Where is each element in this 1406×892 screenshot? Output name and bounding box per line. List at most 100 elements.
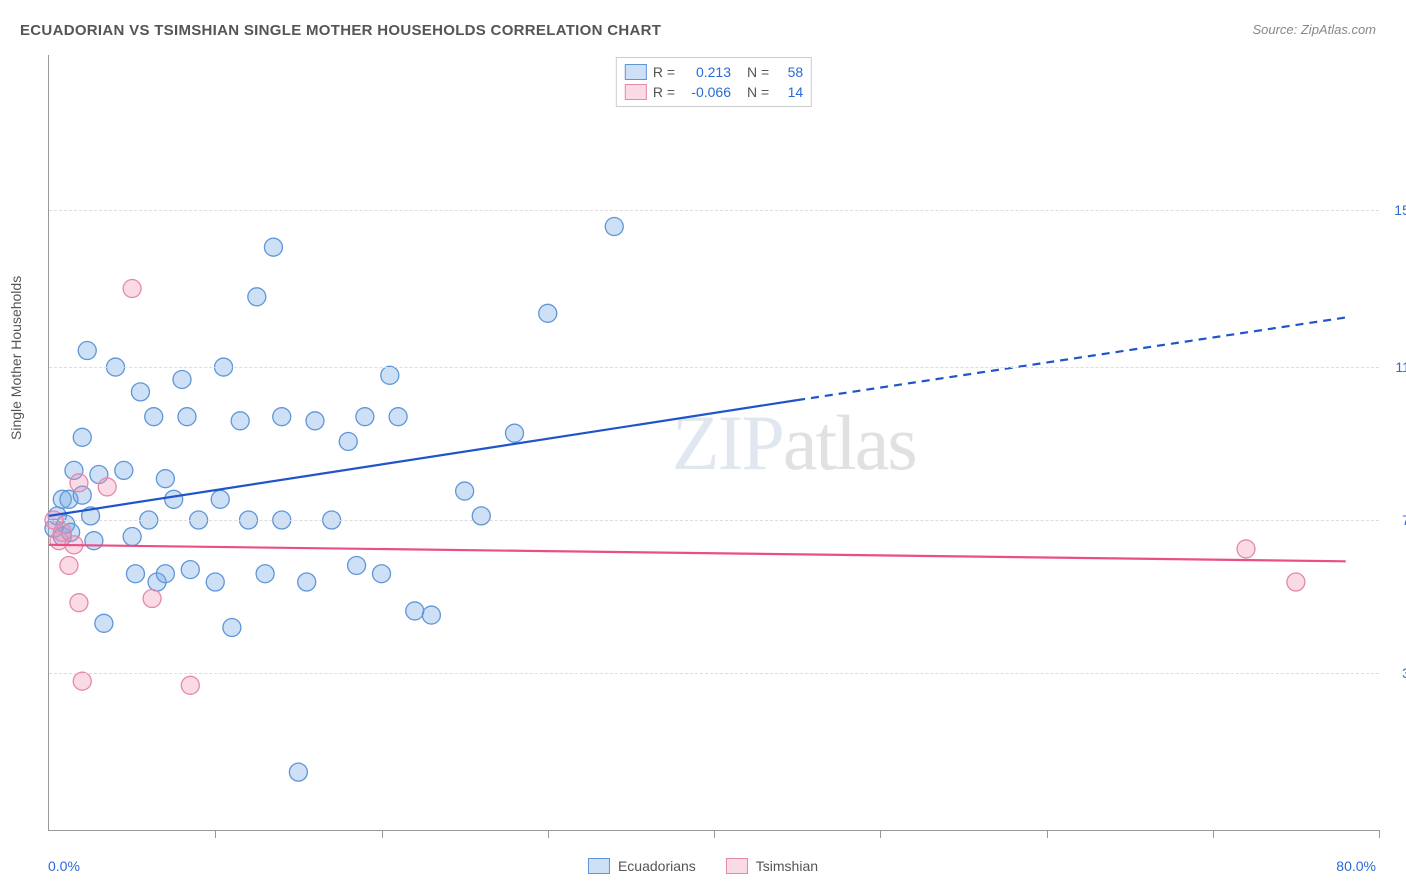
y-axis-title: Single Mother Households xyxy=(8,276,24,440)
data-point xyxy=(231,412,249,430)
data-point xyxy=(381,366,399,384)
x-tick xyxy=(1213,830,1214,838)
watermark: ZIPatlas xyxy=(672,398,916,488)
legend-swatch xyxy=(625,84,647,100)
data-point xyxy=(339,432,357,450)
data-point xyxy=(123,280,141,298)
data-point xyxy=(181,676,199,694)
trend-line xyxy=(49,545,1346,562)
data-point xyxy=(82,507,100,525)
data-point xyxy=(289,763,307,781)
data-point xyxy=(373,565,391,583)
x-tick xyxy=(1379,830,1380,838)
data-point xyxy=(156,565,174,583)
chart-svg xyxy=(49,55,1379,830)
data-point xyxy=(605,218,623,236)
legend-swatch xyxy=(588,858,610,874)
data-point xyxy=(406,602,424,620)
data-point xyxy=(57,515,75,533)
data-point xyxy=(131,383,149,401)
legend-stats-row: R = -0.066 N = 14 xyxy=(625,82,803,102)
data-point xyxy=(90,466,108,484)
trend-line-extrapolated xyxy=(797,317,1346,400)
data-point xyxy=(356,408,374,426)
data-point xyxy=(53,528,71,546)
legend-n-label: N = xyxy=(747,84,769,100)
data-point xyxy=(506,424,524,442)
legend-r-label: R = xyxy=(653,84,675,100)
y-tick-label: 11.2% xyxy=(1384,359,1406,375)
legend-n-value: 14 xyxy=(775,84,803,100)
data-point xyxy=(211,490,229,508)
data-point xyxy=(256,565,274,583)
legend-swatch xyxy=(625,64,647,80)
data-point xyxy=(73,672,91,690)
data-point xyxy=(60,556,78,574)
legend-series-label: Ecuadorians xyxy=(618,858,696,874)
data-point xyxy=(70,474,88,492)
legend-stats-row: R = 0.213 N = 58 xyxy=(625,62,803,82)
data-point xyxy=(472,507,490,525)
y-tick-label: 3.8% xyxy=(1384,665,1406,681)
data-point xyxy=(73,486,91,504)
legend-series-item: Ecuadorians xyxy=(588,858,696,874)
y-tick-label: 7.5% xyxy=(1384,512,1406,528)
legend-swatch xyxy=(726,858,748,874)
data-point xyxy=(298,573,316,591)
data-point xyxy=(422,606,440,624)
data-point xyxy=(348,556,366,574)
data-point xyxy=(264,238,282,256)
legend-r-value: 0.213 xyxy=(681,64,731,80)
gridline xyxy=(49,520,1379,521)
data-point xyxy=(53,523,71,541)
data-point xyxy=(389,408,407,426)
data-point xyxy=(98,478,116,496)
legend-series-label: Tsimshian xyxy=(756,858,818,874)
data-point xyxy=(53,490,71,508)
data-point xyxy=(165,490,183,508)
data-point xyxy=(65,461,83,479)
data-point xyxy=(85,532,103,550)
chart-source: Source: ZipAtlas.com xyxy=(1252,22,1376,37)
data-point xyxy=(60,490,78,508)
data-point xyxy=(50,532,68,550)
data-point xyxy=(248,288,266,306)
gridline xyxy=(49,210,1379,211)
x-axis-max-label: 80.0% xyxy=(1336,858,1376,874)
y-tick-label: 15.0% xyxy=(1384,202,1406,218)
data-point xyxy=(148,573,166,591)
x-tick xyxy=(880,830,881,838)
data-point xyxy=(181,561,199,579)
data-point xyxy=(173,370,191,388)
data-point xyxy=(1237,540,1255,558)
data-point xyxy=(45,519,63,537)
data-point xyxy=(65,536,83,554)
data-point xyxy=(143,590,161,608)
x-tick xyxy=(548,830,549,838)
data-point xyxy=(123,528,141,546)
data-point xyxy=(539,304,557,322)
data-point xyxy=(70,594,88,612)
data-point xyxy=(456,482,474,500)
data-point xyxy=(306,412,324,430)
chart-title: ECUADORIAN VS TSIMSHIAN SINGLE MOTHER HO… xyxy=(20,22,661,39)
x-axis-min-label: 0.0% xyxy=(48,858,80,874)
legend-stats: R = 0.213 N = 58 R = -0.066 N = 14 xyxy=(616,57,812,107)
legend-r-label: R = xyxy=(653,64,675,80)
data-point xyxy=(95,614,113,632)
legend-series: Ecuadorians Tsimshian xyxy=(588,858,818,874)
data-point xyxy=(206,573,224,591)
data-point xyxy=(156,470,174,488)
legend-n-label: N = xyxy=(747,64,769,80)
data-point xyxy=(115,461,133,479)
legend-r-value: -0.066 xyxy=(681,84,731,100)
data-point xyxy=(126,565,144,583)
data-point xyxy=(78,342,96,360)
x-tick xyxy=(1047,830,1048,838)
data-point xyxy=(145,408,163,426)
data-point xyxy=(1287,573,1305,591)
legend-n-value: 58 xyxy=(775,64,803,80)
gridline xyxy=(49,367,1379,368)
gridline xyxy=(49,673,1379,674)
x-tick xyxy=(382,830,383,838)
